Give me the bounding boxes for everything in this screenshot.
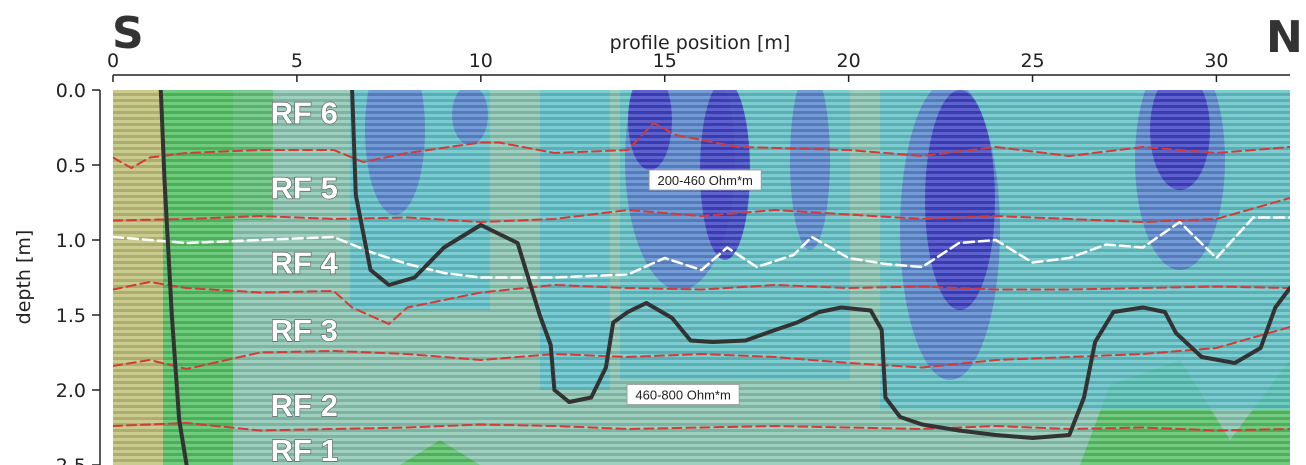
x-tick-label: 5 [291, 50, 303, 72]
y-tick-label: 1.0 [56, 230, 86, 252]
y-axis-label: depth [m] [13, 230, 35, 325]
resistivity-boundary-line [158, 90, 189, 465]
x-tick-label: 15 [653, 50, 677, 72]
y-tick-label: 0.5 [56, 155, 86, 177]
layer-boundary-line [113, 326, 1290, 370]
layer-label: RF 4 [271, 246, 339, 281]
annotation-box [626, 384, 740, 405]
layer-label: RF 5 [271, 171, 338, 206]
layer-boundary-line [113, 422, 1290, 432]
series-layer [113, 90, 1290, 465]
layer-boundary-line [113, 122, 1290, 169]
layer-label: RF 1 [271, 433, 338, 465]
x-tick-label: 20 [837, 50, 861, 72]
white-dashed-line [113, 216, 1290, 279]
orientation-label-north: N [1266, 12, 1303, 63]
y-ticks: 0.0 0.5 1.0 1.5 2.0 2.5 [56, 80, 100, 465]
x-tick-label: 30 [1204, 50, 1228, 72]
y-tick-label: 0.0 [56, 80, 86, 102]
labels-layer: RF 6 RF 5 RF 4 RF 3 RF 2 RF 1 200-460 Ohm*m 460… [270, 95, 762, 465]
layer-boundary-line [113, 197, 1290, 223]
annotation-label: 200-460 Ohm*m [657, 173, 752, 188]
resistivity-boundary-line [350, 90, 1290, 440]
x-ticks: 0 5 10 15 20 25 30 [107, 50, 1229, 82]
layer-label: RF 2 [271, 388, 338, 423]
layer-label: RF 6 [271, 96, 338, 131]
layer-boundary-line [113, 281, 1290, 325]
x-tick-label: 10 [469, 50, 493, 72]
orientation-label-south: S [112, 8, 144, 59]
x-axis-label: profile position [m] [610, 32, 791, 54]
y-tick-label: 1.5 [56, 305, 86, 327]
x-tick-label: 0 [107, 50, 119, 72]
annotation-box [648, 169, 762, 191]
y-tick-label: 2.0 [56, 380, 86, 402]
layer-label: RF 3 [271, 313, 338, 348]
x-tick-label: 25 [1020, 50, 1044, 72]
annotation-label: 460-800 Ohm*m [635, 388, 730, 403]
y-tick-label: 2.5 [56, 455, 86, 465]
